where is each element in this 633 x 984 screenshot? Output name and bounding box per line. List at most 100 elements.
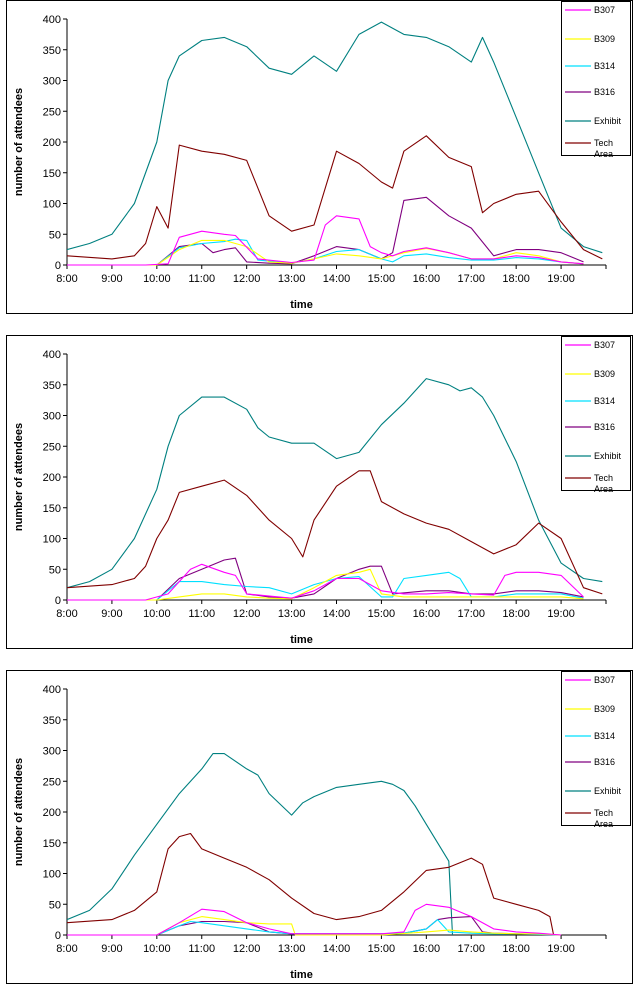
series-line-tech-area	[67, 135, 603, 260]
legend-label: Exhibit	[594, 451, 622, 461]
y-tick-label: 200	[43, 807, 61, 819]
y-tick-label: 100	[43, 869, 61, 881]
y-tick-label: 150	[43, 838, 61, 850]
y-tick-label: 250	[43, 776, 61, 788]
x-tick-label: 10:00	[143, 943, 171, 955]
x-axis-title: time	[290, 634, 313, 646]
series-line-tech-area	[67, 832, 555, 936]
legend-label: B314	[594, 61, 615, 71]
legend-label: Tech Area	[594, 138, 613, 159]
y-tick-label: 150	[43, 503, 61, 515]
series-line-exhibit	[67, 21, 603, 254]
y-tick-label: 300	[43, 746, 61, 758]
y-tick-label: 150	[43, 168, 61, 180]
series-line-b316	[67, 557, 584, 601]
legend-label: B316	[594, 757, 615, 767]
x-tick-label: 12:00	[233, 273, 261, 285]
x-tick-label: 13:00	[278, 943, 306, 955]
y-tick-label: 100	[43, 199, 61, 211]
x-tick-label: 16:00	[413, 273, 441, 285]
legend-label: B309	[594, 369, 615, 379]
x-tick-label: 12:00	[233, 943, 261, 955]
x-tick-label: 9:00	[101, 273, 122, 285]
x-tick-label: 8:00	[56, 943, 77, 955]
series-line-exhibit	[67, 378, 603, 589]
x-tick-label: 12:00	[233, 608, 261, 620]
x-tick-label: 11:00	[188, 943, 215, 955]
series-line-b309	[67, 568, 584, 601]
y-tick-label: 350	[43, 45, 61, 57]
legend-label: Exhibit	[594, 786, 622, 796]
x-tick-label: 14:00	[323, 943, 351, 955]
series-line-b307	[67, 903, 562, 936]
chart-panel-2: 0 50 100 150 200 250 300 350 400 8:00 9:00 10:00 11:…	[6, 335, 633, 649]
legend-label: B314	[594, 731, 615, 741]
x-axis-title: time	[290, 299, 313, 311]
x-tick-label: 8:00	[56, 608, 77, 620]
x-tick-label: 10:00	[143, 608, 171, 620]
y-tick-label: 350	[43, 715, 61, 727]
legend-label: Tech Area	[594, 808, 613, 829]
x-tick-label: 18:00	[502, 608, 530, 620]
y-tick-label: 400	[43, 349, 61, 361]
x-axis-title: time	[290, 969, 313, 981]
x-tick-label: 15:00	[368, 608, 396, 620]
x-tick-label: 19:00	[547, 943, 575, 955]
y-axis-title: number of attendees	[13, 88, 25, 196]
x-tick-label: 17:00	[457, 273, 485, 285]
y-tick-label: 50	[49, 899, 61, 911]
series-line-b314	[67, 238, 584, 266]
y-tick-label: 0	[55, 260, 61, 272]
x-tick-label: 13:00	[278, 273, 306, 285]
series-line-b314	[67, 571, 584, 601]
chart-panel-3: 0 50 100 150 200 250 300 350 400 8:00 9:00 10:00 11:…	[6, 670, 633, 984]
legend-label: B316	[594, 422, 615, 432]
legend-label: B316	[594, 87, 615, 97]
series-line-tech-area	[67, 470, 603, 595]
y-tick-label: 0	[55, 930, 61, 942]
chart-panel-1: 0 50 100 150 200 250 300 350 400 8:00 9:00 10:00 11:…	[6, 0, 633, 314]
x-tick-label: 17:00	[457, 608, 485, 620]
x-tick-label: 18:00	[502, 273, 530, 285]
y-axis-title: number of attendees	[13, 758, 25, 866]
x-tick-label: 8:00	[56, 273, 77, 285]
x-tick-label: 9:00	[101, 608, 122, 620]
y-tick-label: 0	[55, 595, 61, 607]
x-tick-label: 9:00	[101, 943, 122, 955]
legend-label: Exhibit	[594, 116, 622, 126]
chart-frame	[6, 335, 633, 649]
y-tick-label: 50	[49, 564, 61, 576]
y-tick-label: 200	[43, 472, 61, 484]
x-tick-label: 19:00	[547, 608, 575, 620]
x-tick-label: 10:00	[143, 273, 171, 285]
x-tick-label: 16:00	[413, 943, 441, 955]
y-tick-label: 250	[43, 106, 61, 118]
series-line-b307	[67, 563, 584, 601]
legend-box	[561, 336, 631, 491]
x-tick-label: 18:00	[502, 943, 530, 955]
series-line-b307	[67, 215, 584, 266]
x-tick-label: 14:00	[323, 273, 351, 285]
y-tick-label: 50	[49, 229, 61, 241]
y-tick-label: 200	[43, 137, 61, 149]
legend-label: B314	[594, 396, 615, 406]
chart-frame	[6, 0, 633, 314]
series-line-exhibit	[67, 753, 454, 936]
x-tick-label: 11:00	[188, 608, 215, 620]
x-tick-label: 13:00	[278, 608, 306, 620]
x-tick-label: 19:00	[547, 273, 575, 285]
chart-frame	[6, 670, 633, 984]
legend-label: B307	[594, 340, 615, 350]
legend-label: B309	[594, 704, 615, 714]
x-tick-label: 15:00	[368, 273, 396, 285]
series-line-b309	[67, 916, 562, 936]
legend-label: B309	[594, 34, 615, 44]
x-tick-label: 15:00	[368, 943, 396, 955]
y-tick-label: 350	[43, 380, 61, 392]
legend-label: Tech Area	[594, 473, 613, 494]
y-tick-label: 400	[43, 684, 61, 696]
y-tick-label: 300	[43, 411, 61, 423]
series-line-b316	[67, 196, 584, 266]
y-tick-label: 100	[43, 534, 61, 546]
legend-label: B307	[594, 675, 615, 685]
